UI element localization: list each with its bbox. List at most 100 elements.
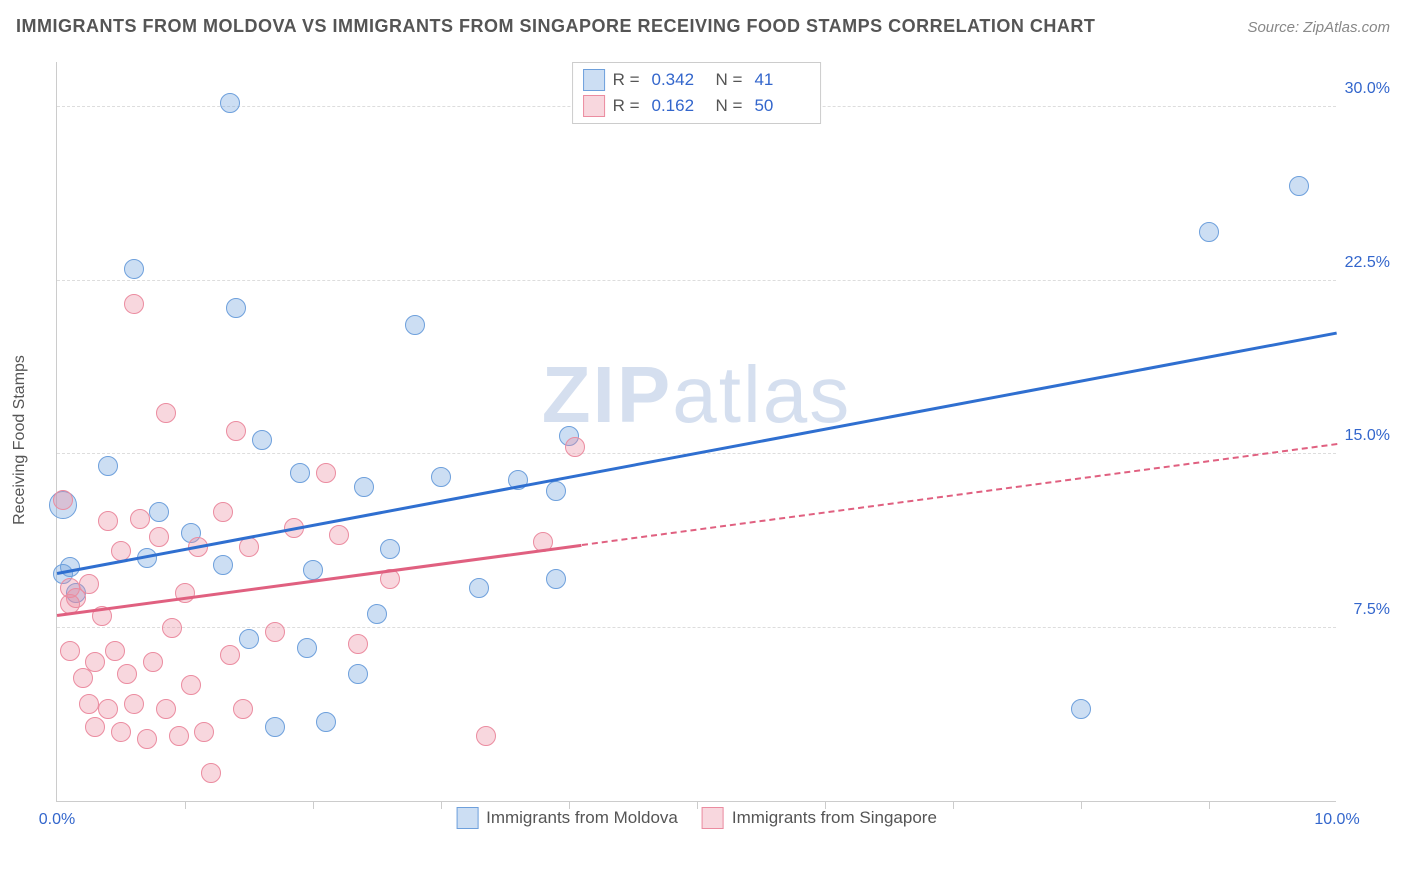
legend-stats-row-singapore: R = 0.162 N = 50 (583, 93, 811, 119)
x-tick (569, 801, 570, 809)
data-point-singapore (194, 722, 214, 742)
data-point-moldova (98, 456, 118, 476)
data-point-singapore (181, 675, 201, 695)
data-point-singapore (85, 717, 105, 737)
data-point-moldova (213, 555, 233, 575)
plot-region: ZIPatlas R = 0.342 N = 41 R = 0.162 N = … (56, 62, 1336, 802)
legend-stats: R = 0.342 N = 41 R = 0.162 N = 50 (572, 62, 822, 124)
data-point-moldova (316, 712, 336, 732)
n-label: N = (716, 70, 743, 90)
data-point-moldova (348, 664, 368, 684)
data-point-moldova (1071, 699, 1091, 719)
data-point-singapore (316, 463, 336, 483)
data-point-moldova (265, 717, 285, 737)
data-point-moldova (226, 298, 246, 318)
watermark-bold: ZIP (542, 350, 672, 439)
chart-source: Source: ZipAtlas.com (1247, 19, 1390, 36)
data-point-moldova (405, 315, 425, 335)
data-point-moldova (546, 481, 566, 501)
data-point-singapore (143, 652, 163, 672)
x-tick-label: 10.0% (1314, 811, 1359, 829)
data-point-moldova (546, 569, 566, 589)
data-point-moldova (1199, 222, 1219, 242)
data-point-singapore (329, 525, 349, 545)
y-tick-label: 30.0% (1345, 80, 1390, 98)
y-tick-label: 7.5% (1354, 601, 1390, 619)
data-point-singapore (85, 652, 105, 672)
data-point-moldova (290, 463, 310, 483)
data-point-singapore (476, 726, 496, 746)
data-point-singapore (265, 622, 285, 642)
data-point-singapore (149, 527, 169, 547)
data-point-singapore (137, 729, 157, 749)
data-point-moldova (367, 604, 387, 624)
x-tick (1081, 801, 1082, 809)
data-point-moldova (354, 477, 374, 497)
gridline (57, 280, 1336, 281)
legend-series: Immigrants from Moldova Immigrants from … (456, 807, 937, 829)
n-label: N = (716, 96, 743, 116)
data-point-moldova (1289, 176, 1309, 196)
y-tick-label: 22.5% (1345, 254, 1390, 272)
legend-item-moldova: Immigrants from Moldova (456, 807, 678, 829)
gridline (57, 627, 1336, 628)
data-point-singapore (162, 618, 182, 638)
x-tick (185, 801, 186, 809)
data-point-singapore (213, 502, 233, 522)
data-point-singapore (348, 634, 368, 654)
data-point-singapore (105, 641, 125, 661)
swatch-moldova (583, 69, 605, 91)
data-point-singapore (220, 645, 240, 665)
data-point-singapore (124, 294, 144, 314)
data-point-moldova (124, 259, 144, 279)
data-point-singapore (79, 694, 99, 714)
data-point-singapore (117, 664, 137, 684)
data-point-singapore (60, 641, 80, 661)
n-value-singapore: 50 (754, 96, 810, 116)
data-point-moldova (239, 629, 259, 649)
r-value-singapore: 0.162 (652, 96, 708, 116)
legend-item-singapore: Immigrants from Singapore (702, 807, 937, 829)
data-point-singapore (233, 699, 253, 719)
trendline (57, 543, 582, 616)
data-point-singapore (226, 421, 246, 441)
n-value-moldova: 41 (754, 70, 810, 90)
data-point-moldova (252, 430, 272, 450)
x-tick (825, 801, 826, 809)
data-point-moldova (149, 502, 169, 522)
data-point-singapore (156, 403, 176, 423)
data-point-moldova (469, 578, 489, 598)
x-tick (441, 801, 442, 809)
y-tick-label: 15.0% (1345, 427, 1390, 445)
data-point-singapore (130, 509, 150, 529)
swatch-singapore (583, 95, 605, 117)
data-point-moldova (220, 93, 240, 113)
data-point-singapore (565, 437, 585, 457)
r-label: R = (613, 96, 640, 116)
data-point-moldova (431, 467, 451, 487)
swatch-moldova (456, 807, 478, 829)
legend-label-singapore: Immigrants from Singapore (732, 808, 937, 828)
x-tick (1209, 801, 1210, 809)
data-point-singapore (53, 490, 73, 510)
data-point-singapore (73, 668, 93, 688)
x-tick (697, 801, 698, 809)
watermark-light: atlas (672, 350, 851, 439)
legend-label-moldova: Immigrants from Moldova (486, 808, 678, 828)
data-point-moldova (303, 560, 323, 580)
swatch-singapore (702, 807, 724, 829)
data-point-moldova (380, 539, 400, 559)
data-point-singapore (98, 699, 118, 719)
data-point-singapore (169, 726, 189, 746)
r-value-moldova: 0.342 (652, 70, 708, 90)
x-tick-label: 0.0% (39, 811, 75, 829)
data-point-singapore (98, 511, 118, 531)
data-point-singapore (201, 763, 221, 783)
chart-header: IMMIGRANTS FROM MOLDOVA VS IMMIGRANTS FR… (16, 16, 1390, 37)
data-point-singapore (111, 722, 131, 742)
x-tick (313, 801, 314, 809)
data-point-singapore (79, 574, 99, 594)
chart-area: Receiving Food Stamps ZIPatlas R = 0.342… (50, 50, 1390, 830)
r-label: R = (613, 70, 640, 90)
trendline (582, 443, 1337, 546)
